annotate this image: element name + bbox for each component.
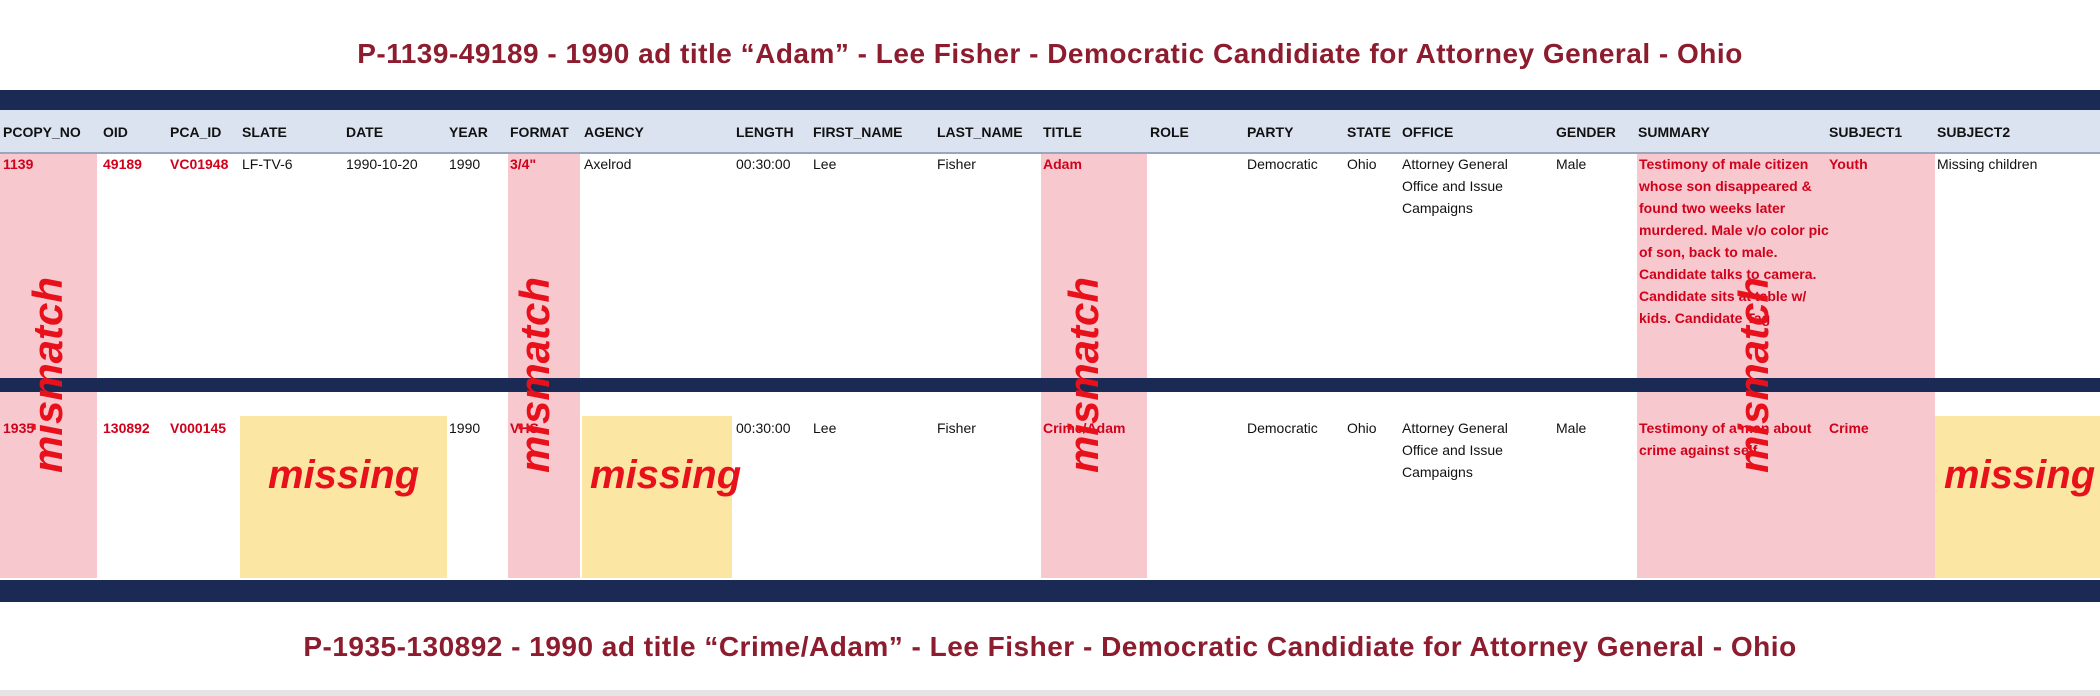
table-header: PCOPY_NO OID PCA_ID SLATE DATE YEAR FORM…	[0, 110, 2100, 154]
title-cell: Adam	[1043, 156, 1082, 172]
mismatch-label: mismatch	[1060, 276, 1107, 474]
header-format: FORMAT	[510, 124, 569, 140]
first-name-cell: Lee	[813, 156, 837, 172]
pcopy-mismatch-highlight	[0, 154, 97, 578]
format-mismatch-highlight	[508, 154, 580, 578]
slate-cell: LF-TV-6	[242, 156, 293, 172]
missing-label: missing	[1944, 453, 2096, 497]
title-top: P-1139-49189 - 1990 ad title “Adam” - Le…	[357, 38, 1743, 69]
gender-cell: Male	[1556, 420, 1587, 436]
pca-id-cell: VC01948	[170, 156, 229, 172]
title-bottom: P-1935-130892 - 1990 ad title “Crime/Ada…	[303, 631, 1797, 662]
agency-cell: Axelrod	[584, 156, 632, 172]
date-cell: 1990-10-20	[346, 156, 418, 172]
header-subject1: SUBJECT1	[1829, 124, 1903, 140]
header-role: ROLE	[1150, 124, 1189, 140]
header-year: YEAR	[449, 124, 488, 140]
header-first-name: FIRST_NAME	[813, 124, 903, 140]
oid-cell: 49189	[103, 156, 142, 172]
length-cell: 00:30:00	[736, 156, 791, 172]
header-date: DATE	[346, 124, 384, 140]
pca-id-cell: V000145	[170, 420, 227, 436]
oid-cell: 130892	[103, 420, 150, 436]
bottom-edge	[0, 690, 2100, 696]
header-pcopy-no: PCOPY_NO	[3, 124, 81, 140]
mismatch-label: mismatch	[24, 276, 71, 474]
header-length: LENGTH	[736, 124, 794, 140]
title-cell: Crime/Adam	[1043, 420, 1126, 436]
last-name-cell: Fisher	[937, 156, 976, 172]
header-party: PARTY	[1247, 124, 1294, 140]
subject2-cell: Missing children	[1937, 156, 2038, 172]
header-gender: GENDER	[1556, 124, 1616, 140]
format-cell: 3/4"	[510, 156, 537, 172]
state-cell: Ohio	[1347, 420, 1377, 436]
party-cell: Democratic	[1247, 420, 1318, 436]
summary-mismatch-highlight	[1637, 154, 1935, 578]
header-subject2: SUBJECT2	[1937, 124, 2011, 140]
header-pca-id: PCA_ID	[170, 124, 222, 140]
missing-label: missing	[268, 453, 420, 497]
office-cell: Attorney General Office and Issue Campai…	[1402, 420, 1508, 480]
gender-cell: Male	[1556, 156, 1587, 172]
header-state: STATE	[1347, 124, 1391, 140]
header-title: TITLE	[1043, 124, 1082, 140]
top-band	[0, 90, 2100, 110]
row-divider	[0, 378, 2100, 392]
header-slate: SLATE	[242, 124, 287, 140]
state-cell: Ohio	[1347, 156, 1377, 172]
header-last-name: LAST_NAME	[937, 124, 1023, 140]
subject1-cell: Youth	[1829, 156, 1868, 172]
slate-date-missing-highlight	[240, 416, 447, 578]
subject2-missing-highlight	[1935, 416, 2100, 578]
missing-label: missing	[590, 453, 742, 497]
mismatch-label: mismatch	[1730, 276, 1777, 474]
header-office: OFFICE	[1402, 124, 1454, 140]
agency-missing-highlight	[582, 416, 732, 578]
header-summary: SUMMARY	[1638, 124, 1710, 140]
summary-cell: Testimony of a man about crime against s…	[1639, 420, 1812, 458]
subject1-cell: Crime	[1829, 420, 1869, 436]
bottom-band	[0, 580, 2100, 602]
mismatch-label: mismatch	[511, 276, 558, 474]
office-cell: Attorney General Office and Issue Campai…	[1402, 156, 1508, 216]
length-cell: 00:30:00	[736, 420, 791, 436]
format-cell: VHS	[510, 420, 539, 436]
header-oid: OID	[103, 124, 128, 140]
year-cell: 1990	[449, 156, 481, 172]
title-mismatch-highlight	[1041, 154, 1147, 578]
header-agency: AGENCY	[584, 124, 644, 140]
party-cell: Democratic	[1247, 156, 1318, 172]
year-cell: 1990	[449, 420, 481, 436]
first-name-cell: Lee	[813, 420, 837, 436]
pcopy-no-cell: 1139	[3, 156, 34, 172]
pcopy-no-cell: 1935	[3, 420, 35, 436]
summary-cell: Testimony of male citizen whose son disa…	[1639, 156, 1829, 326]
last-name-cell: Fisher	[937, 420, 976, 436]
